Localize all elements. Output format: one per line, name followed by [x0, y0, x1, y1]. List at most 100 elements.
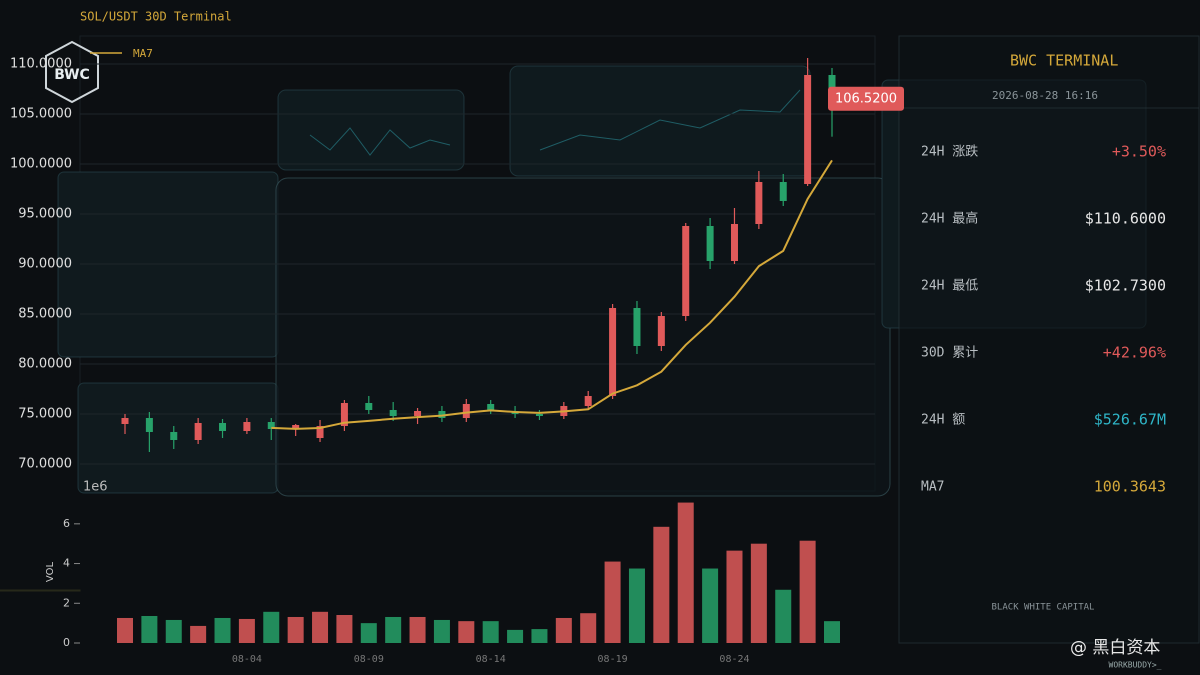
volume-offset-label: 1e6	[83, 480, 108, 495]
volume-tick-label: 0	[63, 636, 70, 649]
stat-label: 24H 涨跌	[921, 144, 978, 160]
x-tick-label: 08-19	[598, 654, 628, 665]
volume-bar	[799, 540, 816, 643]
candle-body	[633, 308, 641, 346]
candle-body	[170, 432, 178, 440]
candle-body	[730, 224, 738, 261]
volume-bar	[653, 526, 670, 643]
x-tick-label: 08-24	[719, 654, 749, 665]
volume-bar	[165, 619, 182, 643]
y-tick-label: 95.0000	[18, 207, 72, 222]
volume-bar	[628, 568, 645, 643]
volume-bar	[312, 611, 329, 643]
volume-bar	[360, 623, 377, 643]
panel-title: BWC TERMINAL	[1010, 52, 1118, 70]
logo-text: BWC	[54, 67, 90, 83]
volume-bar	[702, 568, 719, 643]
y-tick-label: 70.0000	[18, 457, 72, 472]
price-tag-bg	[828, 86, 904, 111]
volume-tick-label: 2	[63, 596, 70, 609]
stat-value: $526.67M	[1094, 411, 1166, 429]
ma-line	[271, 159, 833, 430]
watermark-sub: WORKBUDDY>_	[1109, 661, 1162, 670]
legend-label: MA7	[133, 47, 153, 60]
candle-body	[487, 404, 495, 411]
stat-label: 24H 最低	[921, 279, 978, 294]
y-tick-label: 105.0000	[10, 107, 72, 122]
volume-tick-label: 6	[63, 517, 70, 530]
stat-label: MA7	[921, 480, 944, 495]
volume-bar	[141, 615, 158, 643]
stat-label: 24H 最高	[921, 211, 978, 227]
volume-bar	[287, 616, 304, 643]
stat-value: 100.3643	[1094, 478, 1166, 496]
volume-bar	[263, 611, 280, 643]
candle-body	[438, 411, 446, 418]
volume-bar	[750, 543, 767, 643]
volume-bar	[458, 621, 475, 643]
candle-body	[316, 426, 324, 438]
volume-bar	[580, 613, 597, 643]
y-tick-label: 80.0000	[18, 357, 72, 372]
volume-bar	[555, 617, 572, 643]
volume-bar	[482, 621, 499, 643]
x-tick-label: 08-14	[476, 654, 506, 665]
y-tick-label: 110.0000	[10, 57, 72, 72]
candle-body	[267, 422, 275, 429]
volume-bar	[433, 619, 450, 643]
candle-body	[145, 418, 153, 432]
stat-label: 24H 额	[921, 413, 965, 428]
volume-bar	[117, 617, 133, 643]
stat-label: 30D 累计	[921, 346, 978, 361]
volume-bar	[726, 550, 743, 643]
volume-bar	[238, 618, 255, 643]
volume-axis-label: VOL	[45, 562, 56, 583]
stat-value: +3.50%	[1112, 143, 1166, 161]
x-tick-label: 08-04	[232, 654, 262, 665]
candle-body	[365, 403, 373, 410]
candle-body	[706, 226, 714, 261]
volume-bar	[409, 616, 426, 643]
candle-body	[584, 396, 592, 406]
candle-body	[292, 425, 300, 429]
price-tag: 106.5200	[835, 91, 897, 106]
volume-bar	[531, 629, 548, 643]
candle-body	[462, 404, 470, 418]
candle-body	[609, 308, 617, 396]
y-tick-label: 85.0000	[18, 307, 72, 322]
stats: 24H 涨跌 +3.50% 24H 最高 $110.6000 24H 最低 $102.73…	[921, 143, 1166, 496]
candle-body	[657, 316, 665, 346]
candle-body	[389, 410, 397, 416]
volume-bar	[824, 621, 840, 643]
candle-body	[121, 418, 129, 424]
candle-body	[414, 411, 422, 416]
panel-timestamp: 2026-08-28 16:16	[992, 89, 1098, 102]
y-tick-label: 100.0000	[10, 157, 72, 172]
volume-bar	[385, 616, 402, 643]
candle-body	[804, 75, 812, 184]
volume-bar	[677, 502, 694, 643]
candle-body	[219, 423, 227, 431]
logo: BWC	[45, 40, 99, 104]
volume-bar	[190, 625, 207, 643]
volume-bar	[604, 561, 621, 643]
candle-body	[779, 182, 787, 201]
stat-value: $102.7300	[1085, 277, 1166, 295]
candle-body	[755, 182, 763, 224]
x-tick-label: 08-09	[354, 654, 384, 665]
stat-value: $110.6000	[1085, 210, 1166, 228]
candle-body	[682, 226, 690, 316]
y-tick-label: 90.0000	[18, 257, 72, 272]
volume-bar	[214, 617, 231, 643]
volume-tick-label: 4	[63, 557, 70, 570]
chart-title: SOL/USDT 30D Terminal	[80, 10, 232, 24]
volume-bar	[507, 629, 524, 643]
watermark: @ 黑白资本	[1070, 638, 1160, 658]
candle-body	[243, 422, 251, 431]
volume-bar	[336, 614, 353, 643]
candle-body	[194, 423, 202, 440]
volume-bar	[775, 589, 792, 643]
y-tick-label: 75.0000	[18, 407, 72, 422]
candle-body	[340, 403, 348, 426]
